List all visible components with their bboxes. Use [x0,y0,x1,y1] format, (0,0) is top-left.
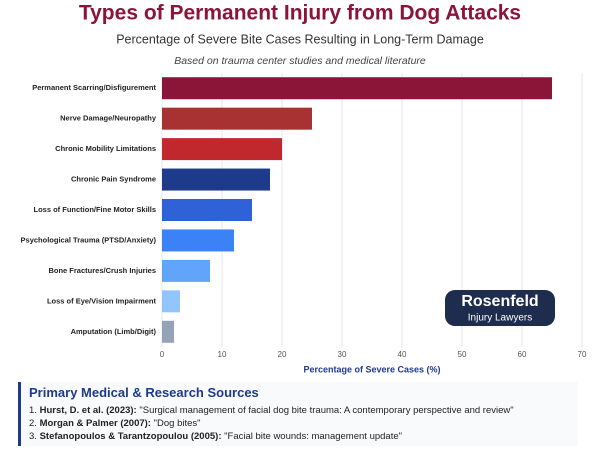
bar [162,199,252,221]
source-author: Morgan & Palmer (2007): [39,418,151,429]
source-number: 3. [29,431,37,442]
logo-tagline: Injury Lawyers [468,313,532,324]
bar [162,107,312,130]
source-number: 2. [29,418,37,429]
x-tick-label: 40 [398,350,407,359]
x-tick-label: 0 [160,350,165,359]
chart: Types of Permanent Injury from Dog Attac… [21,2,587,375]
x-tick-label: 10 [218,350,227,359]
chart-subtitle: Percentage of Severe Bite Cases Resultin… [116,32,484,46]
x-tick-label: 70 [578,350,587,359]
x-tick-label: 60 [518,350,527,359]
logo-name: Rosenfeld [461,293,538,310]
source-item: 3. Stefanopoulos & Tarantzopoulou (2005)… [29,430,578,443]
source-item: 2. Morgan & Palmer (2007): "Dog bites" [29,417,578,430]
source-item: 1. Hurst, D. et al. (2023): "Surgical ma… [29,404,578,417]
y-tick-label: Loss of Eye/Vision Impairment [47,296,157,305]
bar [162,229,234,252]
y-tick-label: Chronic Mobility Limitations [55,144,156,153]
source-title: "Surgical management of facial dog bite … [139,405,514,416]
y-tick-label: Psychological Trauma (PTSD/Anxiety) [21,235,157,244]
source-title: "Dog bites" [153,418,201,429]
y-tick-label: Nerve Damage/Neuropathy [60,114,157,123]
y-tick-label: Amputation (Limb/Digit) [71,327,157,336]
bar [162,259,210,282]
x-axis-label: Percentage of Severe Cases (%) [303,364,440,374]
source-number: 1. [29,405,37,416]
chart-note: Based on trauma center studies and medic… [174,55,426,67]
sources-panel: Primary Medical & Research Sources 1. Hu… [18,382,578,446]
source-title: "Facial bite wounds: management update" [224,431,402,442]
logo-badge [445,290,555,326]
x-tick-label: 30 [338,350,347,359]
bar [162,138,282,161]
x-tick-label: 20 [278,350,287,359]
x-tick-label: 50 [458,350,467,359]
y-tick-label: Permanent Scarring/Disfigurement [32,83,156,92]
chart-title: Types of Permanent Injury from Dog Attac… [79,2,521,25]
y-tick-label: Bone Fractures/Crush Injuries [48,266,156,275]
bar [162,290,180,313]
source-author: Stefanopoulos & Tarantzopoulou (2005): [39,431,222,442]
bar [162,77,552,100]
sources-heading: Primary Medical & Research Sources [29,385,259,400]
source-author: Hurst, D. et al. (2023): [39,405,137,416]
bar [162,168,270,191]
y-tick-label: Loss of Function/Fine Motor Skills [33,205,156,214]
bar [162,320,174,343]
y-tick-label: Chronic Pain Syndrome [71,175,156,184]
